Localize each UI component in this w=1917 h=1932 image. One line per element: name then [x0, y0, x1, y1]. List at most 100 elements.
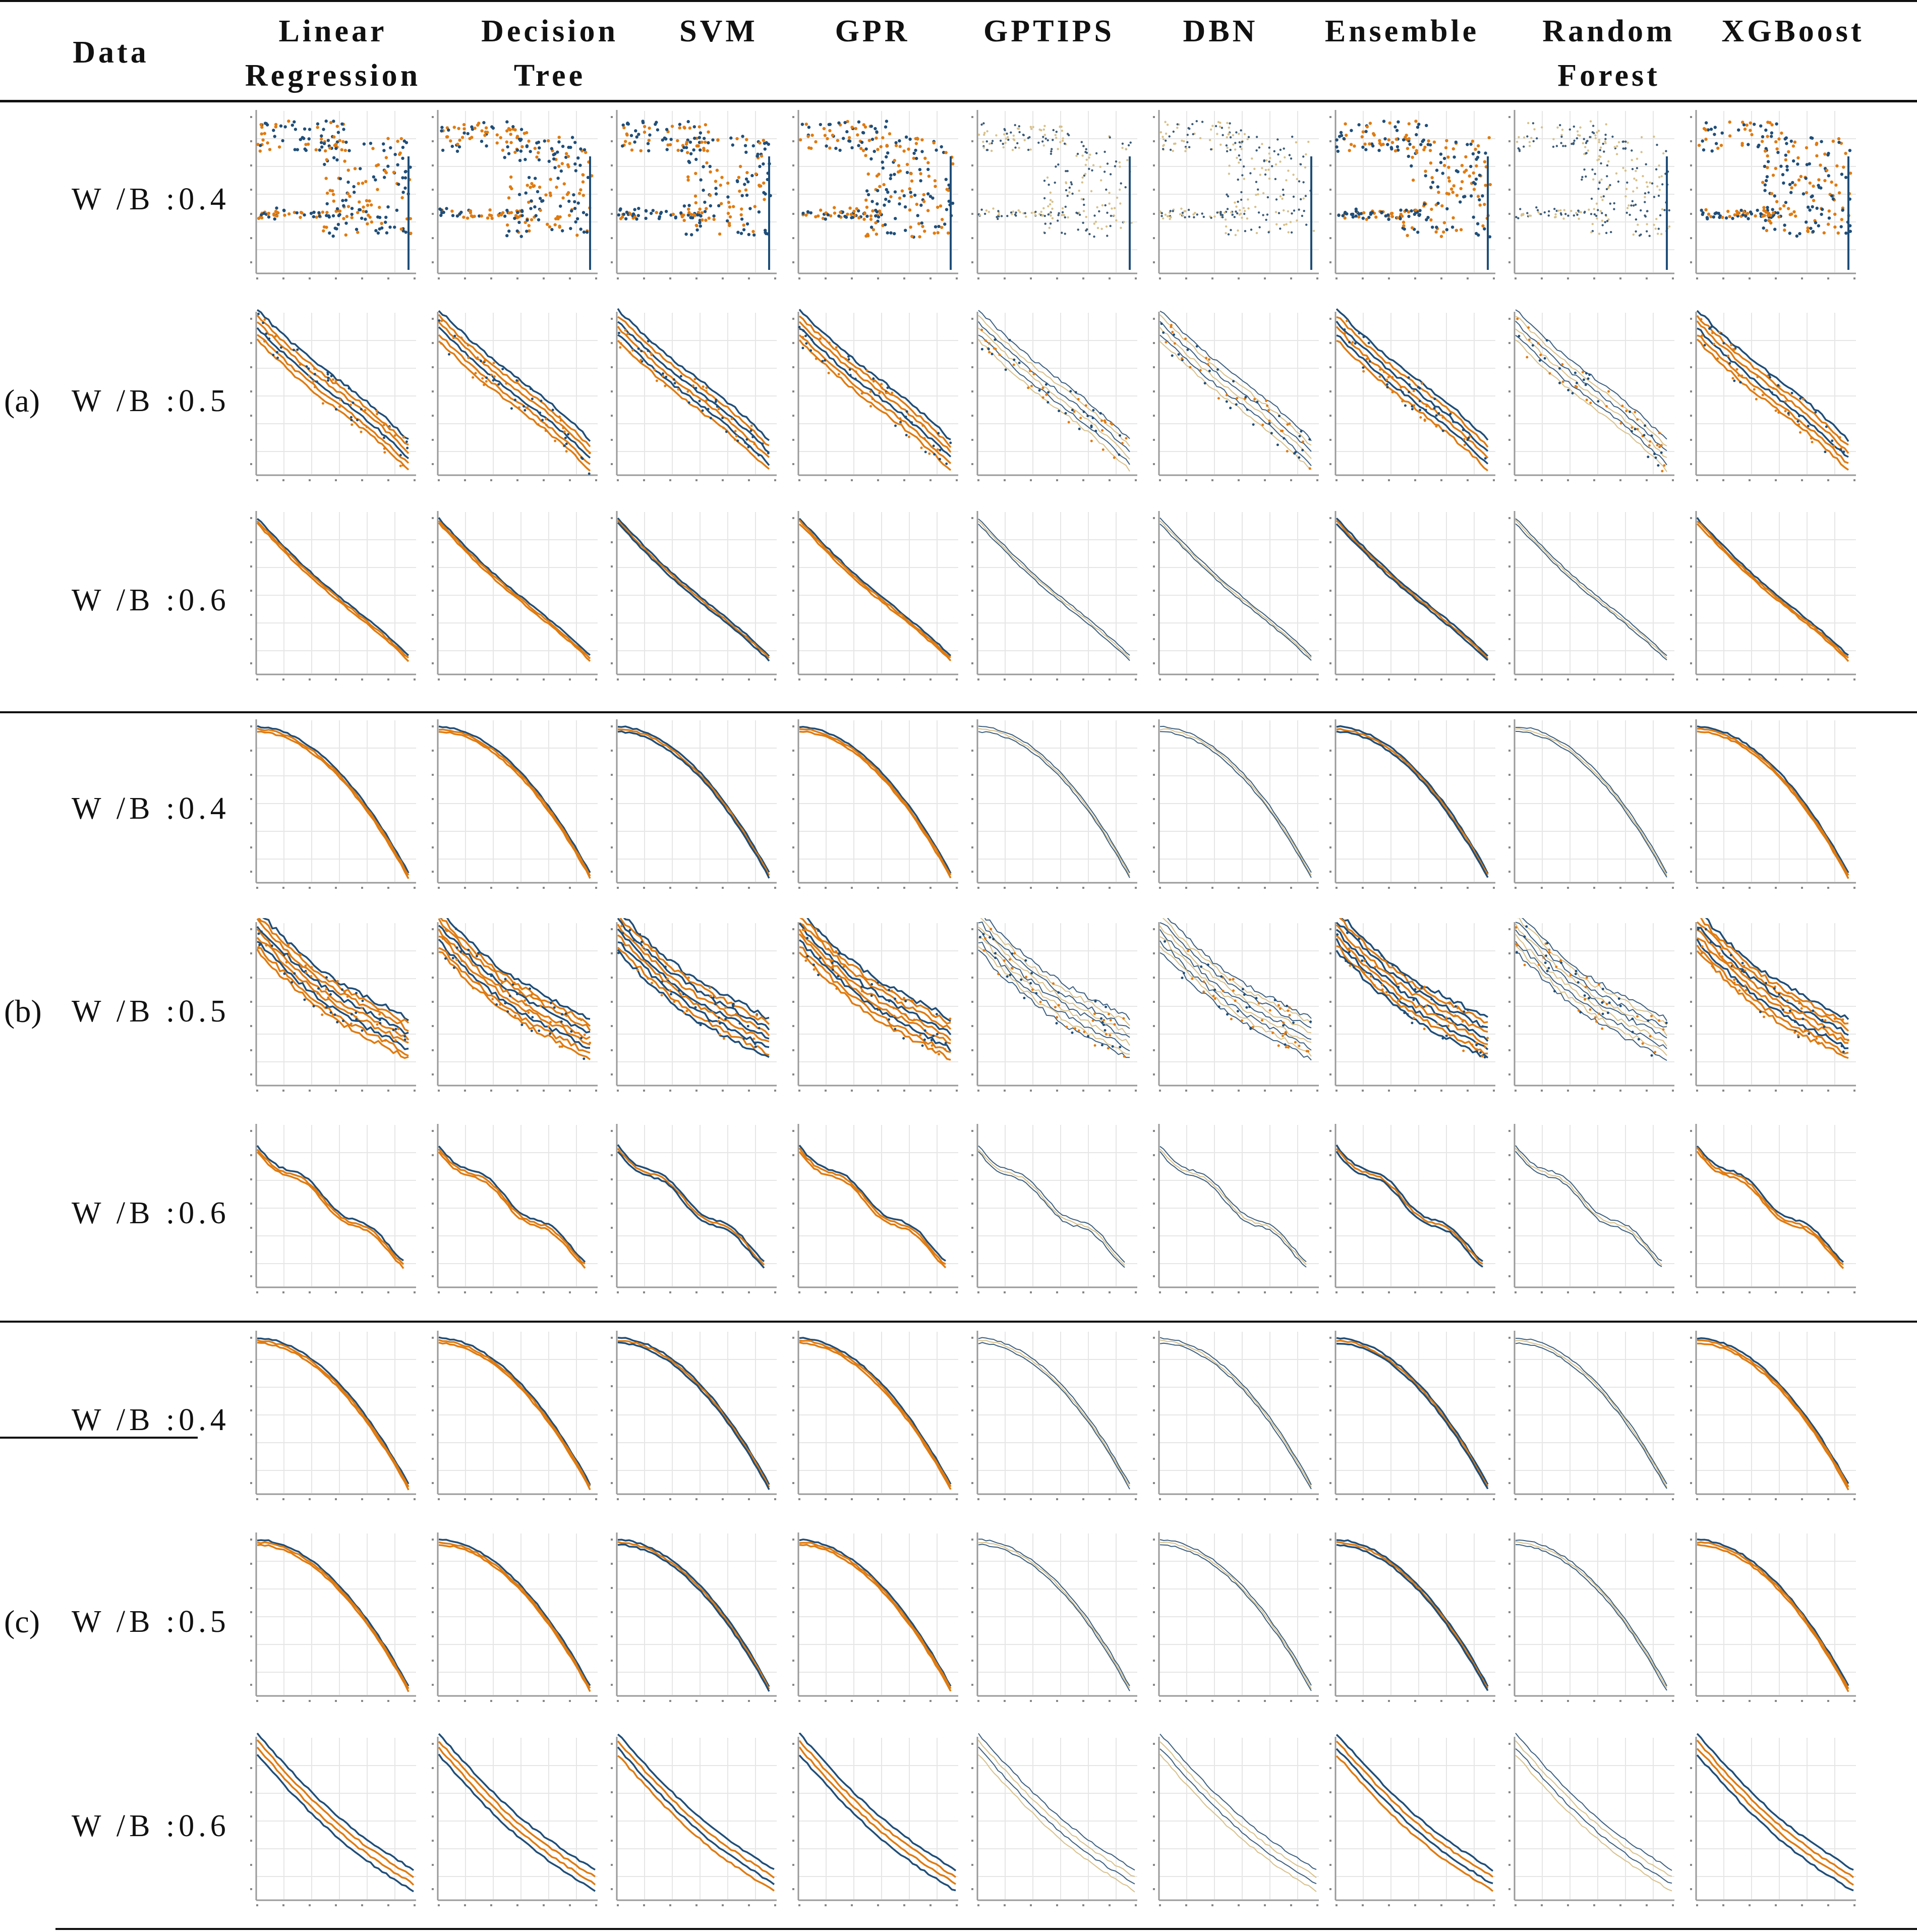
predicted-series-line — [1697, 1339, 1849, 1488]
plot-svg — [432, 511, 598, 680]
y-tick — [1508, 822, 1511, 824]
x-tick — [1264, 1700, 1266, 1702]
actual-series-line — [438, 925, 591, 1034]
x-tick — [851, 1498, 853, 1500]
x-tick — [543, 277, 545, 279]
y-tick — [1508, 1815, 1511, 1817]
actual-series-line — [438, 1336, 591, 1486]
result-plot-panel — [1150, 1120, 1324, 1312]
y-tick — [250, 1840, 252, 1842]
y-tick — [1690, 1337, 1692, 1339]
predicted-series-line — [978, 334, 1130, 465]
y-tick — [971, 952, 973, 954]
y-tick — [1329, 565, 1331, 567]
y-tick — [1153, 1203, 1155, 1205]
y-tick — [1329, 750, 1331, 752]
plot-grid — [256, 1125, 416, 1286]
plot-grid — [1159, 111, 1319, 272]
x-tick — [516, 1700, 518, 1702]
y-tick — [1508, 590, 1511, 592]
plot-grid — [1159, 1125, 1319, 1286]
plot-svg — [432, 1331, 598, 1500]
y-tick — [611, 662, 613, 664]
actual-series-line — [1159, 925, 1312, 1034]
actual-series-line — [257, 940, 409, 1050]
predicted-series-line — [257, 1341, 410, 1491]
predicted-series-line — [256, 314, 409, 446]
x-tick — [956, 1700, 958, 1702]
y-tick — [1690, 1409, 1692, 1411]
plot-svg — [792, 719, 958, 889]
series-lines — [257, 725, 410, 879]
y-tick — [1690, 750, 1692, 752]
y-tick — [250, 1178, 252, 1180]
x-tick — [617, 678, 619, 680]
plot-svg — [1508, 918, 1674, 1092]
predicted-series-line — [1697, 727, 1849, 876]
y-tick — [1153, 798, 1155, 800]
x-tick — [1414, 1291, 1416, 1293]
plot-svg — [1508, 1331, 1674, 1500]
predicted-series-line — [257, 1339, 410, 1488]
actual-series-line — [617, 941, 770, 1048]
series-lines — [256, 1145, 404, 1269]
series-lines — [256, 309, 410, 471]
predicted-series-line — [438, 935, 591, 1046]
y-tick — [1153, 439, 1155, 441]
x-tick — [1056, 678, 1058, 680]
y-tick — [1329, 1888, 1331, 1890]
y-tick — [432, 952, 434, 954]
series-lines — [1696, 1733, 1854, 1892]
x-tick — [1493, 277, 1495, 279]
actual-series-line — [256, 926, 409, 1035]
series-lines — [978, 1539, 1130, 1691]
predicted-series-line — [1335, 520, 1489, 660]
y-tick — [432, 541, 434, 543]
x-tick — [1672, 1291, 1674, 1293]
series-lines — [1335, 518, 1489, 661]
x-tick — [438, 887, 440, 889]
y-tick — [971, 517, 973, 519]
result-plot-panel — [1150, 1528, 1324, 1720]
y-tick — [1329, 1743, 1331, 1745]
x-tick — [695, 479, 698, 481]
y-tick — [1329, 1275, 1331, 1277]
y-tick — [971, 977, 973, 979]
x-tick — [1672, 678, 1674, 680]
y-tick — [250, 1409, 252, 1411]
x-tick — [543, 1700, 545, 1702]
predicted-series-line — [799, 1341, 952, 1490]
actual-series-line — [1159, 1337, 1312, 1485]
x-tick — [516, 1090, 518, 1092]
x-tick — [669, 1904, 671, 1906]
x-tick — [1593, 1498, 1595, 1500]
x-tick — [1264, 1904, 1266, 1906]
y-tick — [432, 140, 434, 142]
plot-grid — [798, 1738, 958, 1899]
predicted-series-line — [256, 520, 409, 659]
y-tick — [1508, 1130, 1511, 1132]
scatter-points — [801, 928, 952, 1056]
x-tick — [1515, 1700, 1517, 1702]
y-tick — [792, 952, 794, 954]
x-tick — [1264, 678, 1266, 680]
y-tick — [611, 213, 613, 215]
x-tick — [1030, 479, 1032, 481]
x-tick — [1159, 1090, 1161, 1092]
x-tick — [930, 1904, 932, 1906]
x-tick — [977, 678, 979, 680]
plot-svg — [1690, 1532, 1856, 1702]
y-tick — [792, 1864, 794, 1866]
x-tick — [1749, 1700, 1751, 1702]
actual-series-line — [978, 1733, 1135, 1871]
predicted-series-line — [256, 334, 410, 464]
column-header-model: DBN — [1183, 14, 1258, 48]
x-tick — [977, 479, 979, 481]
y-tick — [1153, 342, 1155, 344]
predicted-series-line — [438, 1746, 596, 1886]
result-plot-panel — [1326, 507, 1500, 699]
y-tick — [432, 798, 434, 800]
y-tick — [1508, 1049, 1511, 1051]
y-tick — [1153, 871, 1155, 873]
y-tick — [611, 342, 613, 344]
